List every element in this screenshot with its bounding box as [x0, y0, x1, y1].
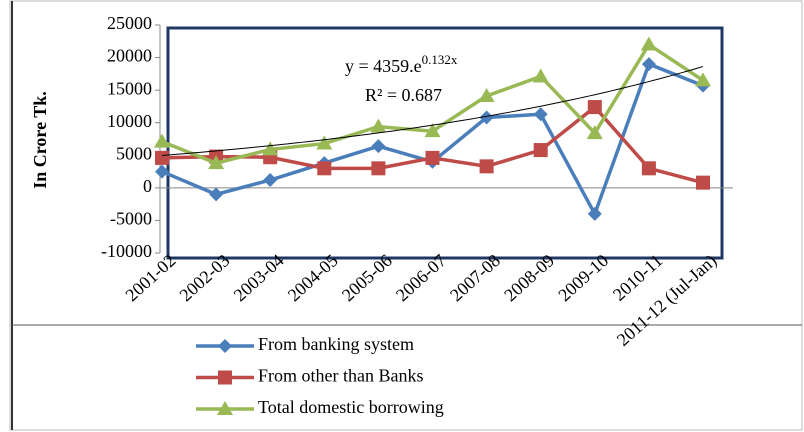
data-point: [424, 123, 441, 138]
data-point: [533, 107, 548, 122]
data-point: [155, 164, 169, 179]
data-point: [154, 133, 170, 148]
y-tick-label: 10000: [107, 111, 152, 131]
data-point: [209, 187, 224, 202]
data-point: [425, 150, 440, 165]
data-point: [479, 110, 494, 125]
data-point: [479, 159, 494, 174]
data-point: [263, 173, 278, 188]
data-point: [371, 139, 386, 154]
data-point: [478, 88, 495, 103]
data-point: [370, 118, 387, 133]
data-point: [586, 125, 603, 140]
data-point: [532, 68, 549, 83]
y-tick-label: 15000: [107, 78, 152, 98]
data-point: [696, 175, 710, 190]
legend-marker: [218, 370, 232, 385]
data-point: [262, 141, 279, 156]
data-point: [695, 72, 711, 87]
data-point: [316, 135, 333, 150]
data-point: [208, 155, 225, 170]
data-point: [641, 161, 656, 176]
trendline: [161, 66, 704, 156]
y-tick-label: 0: [143, 176, 152, 196]
x-tick-label: 2011-12 (Jul-Jan): [613, 250, 721, 350]
legend-marker: [218, 339, 232, 353]
y-tick-label: 25000: [107, 13, 152, 33]
data-point: [317, 161, 332, 176]
data-point: [587, 206, 602, 221]
chart-frame: [9, 0, 803, 431]
legend-marker: [217, 401, 233, 415]
legend-label: From banking system: [258, 334, 414, 354]
y-tick-label: 20000: [107, 46, 152, 66]
data-point: [155, 150, 169, 165]
equation-base: y = 4359.e: [345, 56, 422, 76]
data-point: [641, 57, 656, 72]
data-point: [640, 36, 657, 51]
y-tick-label: -10000: [101, 241, 152, 261]
y-axis-label: In Crore Tk.: [30, 91, 50, 189]
legend-label: Total domestic borrowing: [258, 397, 444, 417]
legend-label: From other than Banks: [258, 366, 423, 386]
data-point: [587, 100, 602, 115]
r-squared: R² = 0.687: [365, 85, 442, 105]
y-tick-label: 5000: [116, 143, 152, 163]
data-point: [533, 143, 548, 158]
data-point: [371, 161, 386, 176]
trendline-equation: y = 4359.e0.132x: [345, 52, 458, 76]
y-tick-label: -5000: [110, 209, 152, 229]
series-line: [161, 104, 704, 185]
equation-exponent: 0.132x: [422, 52, 458, 67]
